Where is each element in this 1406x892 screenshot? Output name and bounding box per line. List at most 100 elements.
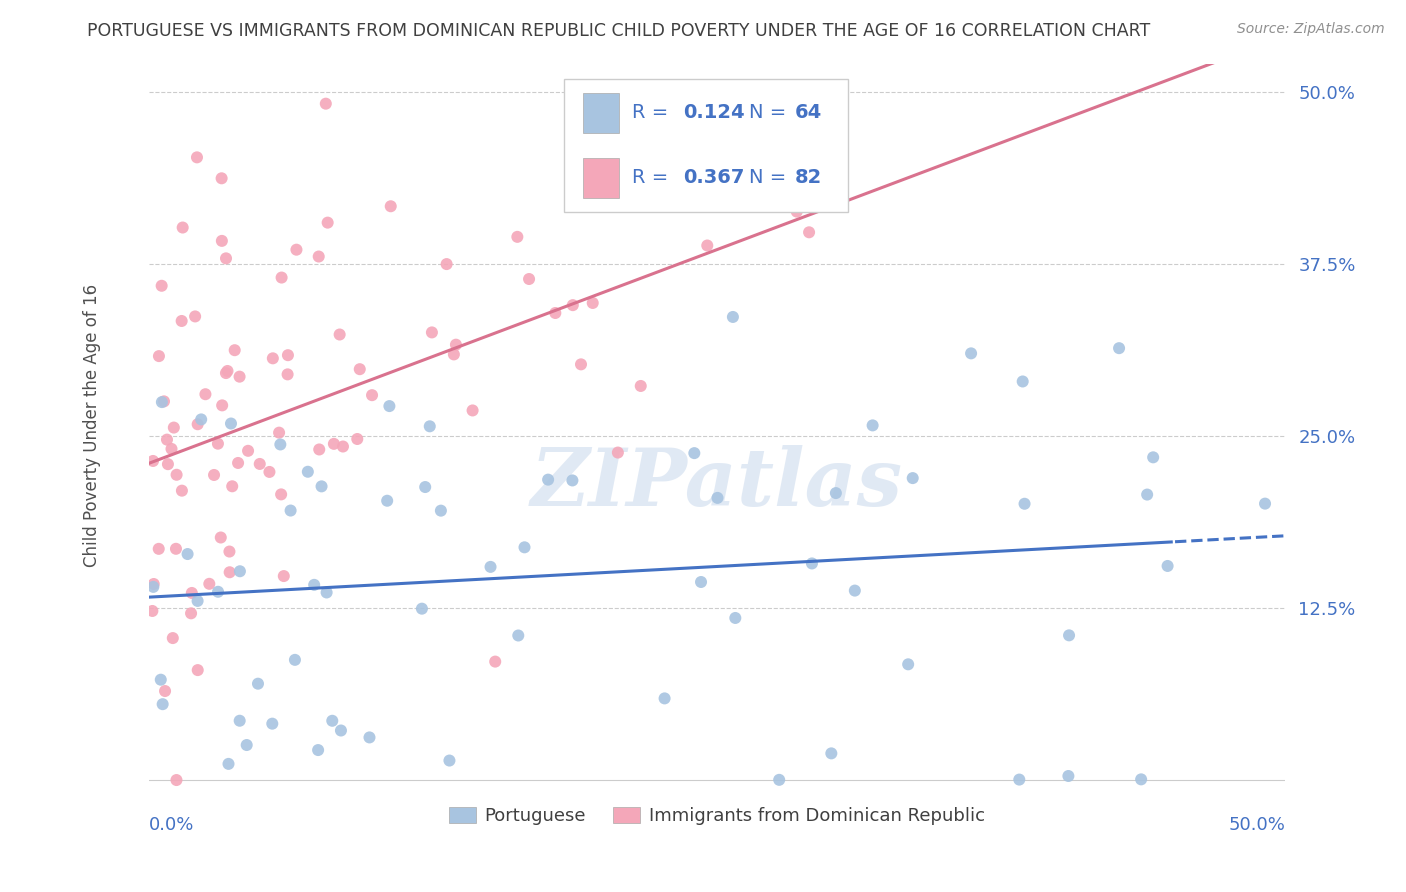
Point xyxy=(322,437,344,451)
Text: PORTUGUESE VS IMMIGRANTS FROM DOMINICAN REPUBLIC CHILD POVERTY UNDER THE AGE OF : PORTUGUESE VS IMMIGRANTS FROM DOMINICAN … xyxy=(87,22,1150,40)
Point xyxy=(724,611,747,625)
FancyBboxPatch shape xyxy=(583,158,619,198)
Point xyxy=(825,486,848,500)
Point xyxy=(150,278,173,293)
Point xyxy=(142,580,165,594)
Point xyxy=(148,541,170,556)
Point xyxy=(142,577,165,591)
Point xyxy=(176,547,198,561)
Point xyxy=(187,417,209,432)
Point xyxy=(141,604,163,618)
Point xyxy=(1108,341,1130,355)
Point xyxy=(211,171,233,186)
Point xyxy=(1136,487,1159,501)
Point xyxy=(269,437,291,451)
Point xyxy=(960,346,983,360)
Text: 64: 64 xyxy=(794,103,821,122)
Text: ZIPatlas: ZIPatlas xyxy=(531,444,903,522)
Point xyxy=(786,204,808,219)
Point xyxy=(211,398,233,412)
Point xyxy=(202,467,225,482)
Point xyxy=(311,479,333,493)
Point xyxy=(630,379,652,393)
Point xyxy=(332,440,354,454)
Point xyxy=(215,252,238,266)
Text: 50.0%: 50.0% xyxy=(1229,816,1285,834)
Point xyxy=(273,569,295,583)
Point xyxy=(224,343,246,358)
Text: N =: N = xyxy=(749,169,793,187)
Point xyxy=(165,541,187,556)
Point xyxy=(569,357,592,371)
Point xyxy=(209,531,232,545)
Point xyxy=(439,754,461,768)
Point xyxy=(606,445,628,459)
Text: 0.0%: 0.0% xyxy=(149,816,194,834)
Point xyxy=(218,566,240,580)
Point xyxy=(198,577,221,591)
Point xyxy=(162,631,184,645)
Point xyxy=(1057,769,1080,783)
Point xyxy=(221,479,243,493)
Point xyxy=(1156,558,1178,573)
Point xyxy=(284,653,307,667)
Point xyxy=(721,310,744,324)
Point xyxy=(413,480,436,494)
Point xyxy=(582,296,605,310)
Point xyxy=(513,541,536,555)
Text: Source: ZipAtlas.com: Source: ZipAtlas.com xyxy=(1237,22,1385,37)
Point xyxy=(180,586,202,600)
Point xyxy=(654,691,676,706)
FancyBboxPatch shape xyxy=(564,78,848,212)
Point xyxy=(419,419,441,434)
Point xyxy=(308,442,330,457)
Point xyxy=(302,578,325,592)
Point xyxy=(1008,772,1031,787)
Point xyxy=(163,420,186,434)
Point xyxy=(308,250,330,264)
Point xyxy=(444,337,467,351)
Point xyxy=(349,362,371,376)
Point xyxy=(862,418,884,433)
Point xyxy=(249,457,271,471)
Point xyxy=(142,454,165,468)
Point xyxy=(235,738,257,752)
Point xyxy=(720,109,742,123)
Point xyxy=(280,503,302,517)
Point xyxy=(207,584,229,599)
Point xyxy=(170,314,193,328)
Point xyxy=(329,723,352,738)
Point xyxy=(696,238,718,252)
Point xyxy=(170,483,193,498)
Point xyxy=(430,503,453,517)
Point xyxy=(259,465,281,479)
Point xyxy=(1254,497,1277,511)
Point xyxy=(270,270,292,285)
Point xyxy=(443,347,465,361)
Point xyxy=(218,756,240,771)
Point xyxy=(160,442,183,456)
Point xyxy=(1057,628,1080,642)
Point xyxy=(269,425,291,440)
Point xyxy=(1130,772,1153,787)
Point xyxy=(800,557,823,571)
Point xyxy=(375,493,398,508)
Point xyxy=(1142,450,1164,465)
Point xyxy=(228,714,250,728)
Point xyxy=(226,456,249,470)
Point xyxy=(315,585,337,599)
Point xyxy=(561,298,583,312)
Point xyxy=(150,395,173,409)
Point xyxy=(228,369,250,384)
Point xyxy=(378,399,401,413)
Point xyxy=(537,473,560,487)
Text: N =: N = xyxy=(749,103,793,122)
Point xyxy=(897,657,920,672)
Point xyxy=(219,417,242,431)
Point xyxy=(149,673,172,687)
Point xyxy=(217,364,239,378)
Point xyxy=(277,348,299,362)
Point xyxy=(262,716,284,731)
Point xyxy=(172,220,194,235)
Point xyxy=(218,544,240,558)
